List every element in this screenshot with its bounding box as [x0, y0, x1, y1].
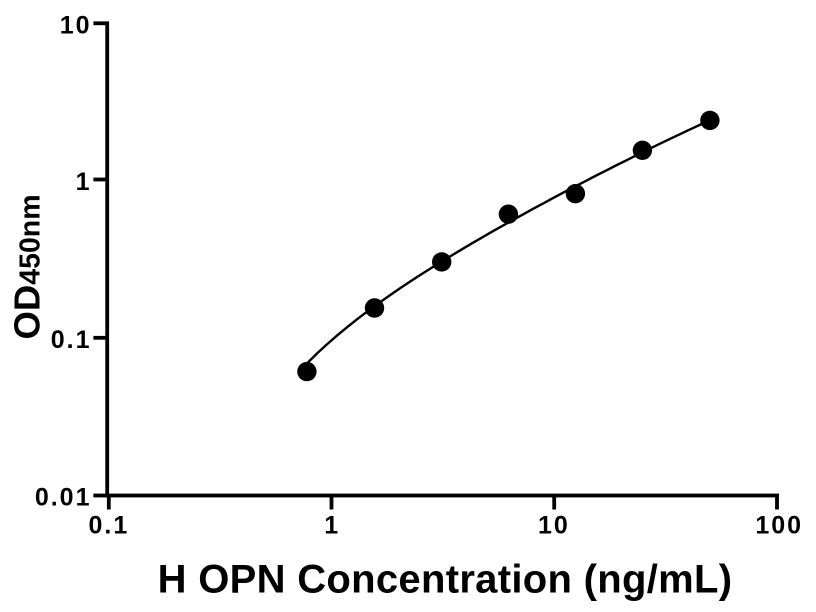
- svg-text:0.1: 0.1: [51, 326, 92, 354]
- svg-text:0.01: 0.01: [35, 483, 92, 511]
- svg-text:0.1: 0.1: [89, 511, 130, 539]
- svg-text:1: 1: [76, 168, 92, 196]
- svg-text:100: 100: [755, 511, 803, 539]
- svg-text:10: 10: [538, 511, 570, 539]
- svg-text:10: 10: [60, 12, 92, 40]
- svg-text:1: 1: [324, 511, 340, 539]
- svg-text:H OPN Concentration (ng/mL): H OPN Concentration (ng/mL): [158, 558, 733, 602]
